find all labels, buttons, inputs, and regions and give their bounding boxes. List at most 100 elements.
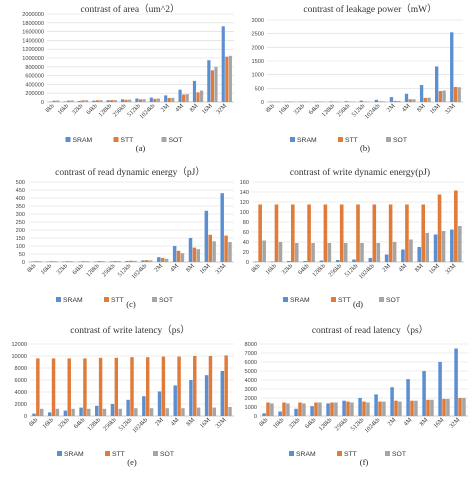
legend-swatch-sot [385,451,390,456]
x-tick-label: 256kb [327,262,343,278]
bar-sram [406,379,410,416]
panel-caption: (e) [127,457,137,467]
bar-stt [307,204,311,262]
bar-sot [133,260,137,262]
bar-sram [319,260,324,262]
bar-sram [419,85,424,102]
bar-sot [446,398,450,416]
bar-stt [426,399,430,416]
bar-sot [87,408,91,416]
y-tick-label: 1600000 [22,30,44,36]
bar-sram [329,101,333,102]
bar-sot [334,402,338,416]
bar-stt [193,356,197,416]
bar-stt [362,401,366,416]
bar-sram [173,385,177,416]
x-tick-label: 128kb [97,102,113,118]
bar-stt [410,400,414,416]
chart-title: contrast of read latency（ps） [312,324,428,336]
legend-label-sram: SRAM [63,297,83,304]
y-tick-label: 200 [16,228,25,234]
x-tick-label: 8M [414,262,425,273]
y-tick-label: 4000 [15,390,27,396]
bar-sot [286,403,290,416]
bar-sot [412,99,416,102]
bar-sram [344,101,348,102]
y-tick-label: 600000 [25,74,44,80]
y-tick-label: 10000 [11,354,27,360]
y-tick-label: 450 [16,188,25,194]
legend-swatch-sram [289,451,294,456]
bar-sram [389,97,394,102]
chart-title: contrast of read dynamic energy（pJ） [55,166,205,178]
bar-sot [101,261,105,262]
bar-sot [397,100,401,102]
x-tick-label: 256kb [334,416,350,432]
bar-stt [145,260,149,262]
bar-stt [282,402,286,416]
y-tick-label: 400000 [25,82,44,88]
bar-stt [81,261,86,262]
chart-panel-0: contrast of area（um^2） 0 200000 400000 60000… [22,3,234,153]
x-tick-label: 128kb [86,416,102,432]
bar-sram [192,80,197,102]
bar-sot [382,401,386,416]
x-tick-label: 8M [418,416,429,427]
bar-sot [118,408,122,416]
bar-sot [462,398,466,416]
y-tick-label: 0 [261,100,264,106]
legend-label-sram: SRAM [73,137,93,144]
bar-sram [109,261,114,262]
legend-swatch-stt [113,137,119,142]
legend-label-sot: SOT [393,137,407,144]
y-tick-label: 60 [243,230,249,236]
bar-sot [427,97,431,102]
y-tick-label: 1400000 [22,38,44,44]
bar-sot [327,243,332,262]
legend-swatch-stt [331,297,336,302]
bar-sram [189,380,193,416]
bar-sram [438,362,442,416]
bar-stt [437,194,442,262]
bar-stt [323,204,328,262]
y-tick-label: 6000 [245,360,257,366]
bar-stt [258,204,262,262]
bar-sram [294,408,298,416]
bar-sot [134,408,138,416]
bar-stt [266,402,270,416]
bar-sot [113,99,117,102]
x-tick-label: 4M [169,416,180,427]
bar-sot [366,402,370,416]
bar-sot [398,401,402,416]
bar-sram [157,391,162,416]
bar-stt [224,355,228,416]
bar-sot [102,408,107,416]
bar-sot [128,99,132,102]
chart-panel-5: contrast of read latency（ps） 0 1000 2000 300… [245,324,468,467]
y-tick-label: 5000 [245,369,257,375]
bar-stt [177,356,181,416]
bar-sot [214,66,218,102]
bar-sot [85,261,90,262]
y-tick-label: 40 [243,240,249,246]
bar-sram [172,246,177,262]
bar-sram [110,404,115,416]
y-tick-label: 3000 [252,18,264,24]
x-tick-label: 16kb [264,262,278,276]
x-tick-label: 8kb [258,416,270,428]
legend-swatch-stt [337,451,342,456]
bar-stt [95,100,99,102]
y-tick-label: 1000 [245,405,257,411]
x-tick-label: 8M [416,102,427,113]
legend-label-stt: STT [338,297,351,304]
bar-sram [450,229,454,262]
x-tick-label: 128kb [85,262,101,278]
bar-sram [220,193,224,262]
x-tick-label: 8kb [44,102,56,114]
chart-title: contrast of write dynamic energy(pJ) [290,167,430,178]
x-tick-label: 2M [381,262,392,273]
x-tick-label: 256kb [102,416,118,432]
bar-stt [160,258,165,262]
chart-title: contrast of leakage power（mW） [303,3,436,15]
bar-sram [63,101,67,102]
